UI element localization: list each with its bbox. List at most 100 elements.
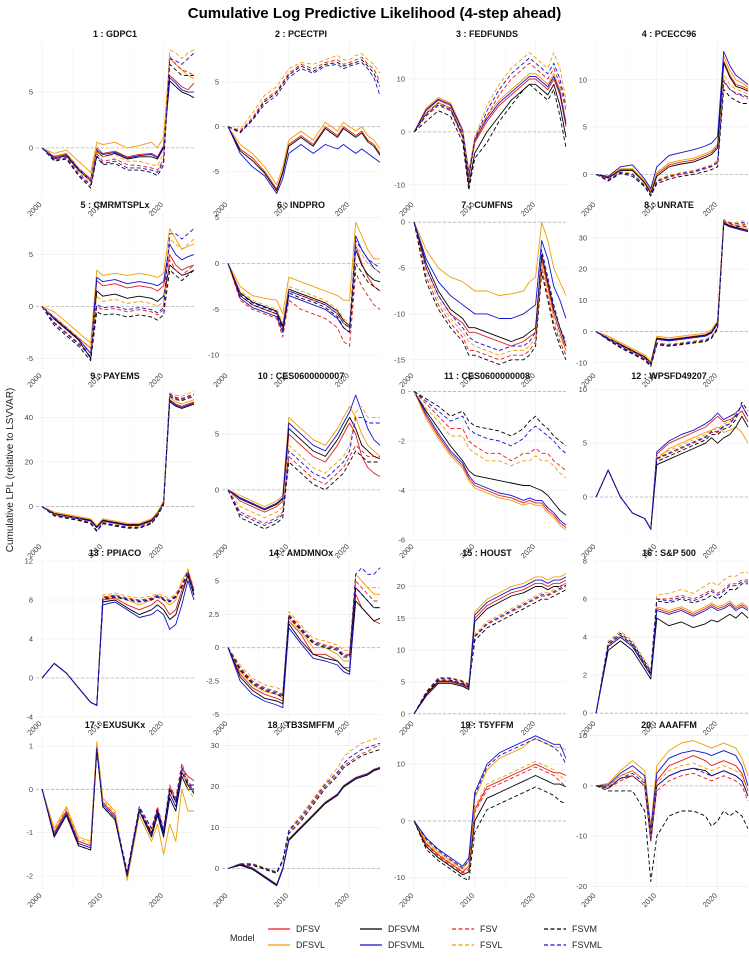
- y-tick-label: 5: [215, 430, 219, 439]
- panel-title: 20 : AAAFFM: [641, 720, 697, 730]
- series-line-dfsvml: [413, 576, 567, 715]
- chart-title: Cumulative Log Predictive Likelihood (4-…: [188, 5, 561, 22]
- series-line-fsvml: [41, 393, 195, 532]
- series-line-fsvl: [227, 573, 380, 691]
- panel-title: 3 : FEDFUNDS: [456, 29, 518, 39]
- y-tick-label: 8: [29, 596, 33, 605]
- y-tick-label: 15: [397, 614, 405, 623]
- panel-title: 6 : INDPRO: [277, 200, 325, 210]
- y-tick-label: 0: [401, 218, 405, 227]
- panel-title: 4 : PCECC96: [642, 29, 697, 39]
- y-tick-label: 5: [215, 78, 219, 87]
- series-line-dfsv: [227, 244, 381, 329]
- series-line-fsvml: [227, 567, 381, 697]
- y-tick-label: -4: [398, 486, 405, 495]
- series-line-dfsvl: [41, 570, 195, 706]
- panel-title: 7 : CUMFNS: [461, 200, 513, 210]
- series-line-fsvm: [227, 587, 380, 698]
- series-line-dfsvm: [41, 80, 195, 182]
- y-tick-label: 30: [211, 741, 219, 750]
- x-tick-label: 2010: [458, 891, 476, 909]
- panel-title: 18 : TB3SMFFM: [267, 720, 334, 730]
- series-line-dfsv: [595, 602, 749, 714]
- x-tick-label: 2020: [701, 542, 719, 560]
- series-line-dfsvm: [227, 768, 381, 887]
- series-line-dfsvm: [595, 415, 749, 530]
- y-tick-label: 0: [29, 674, 33, 683]
- series-line-fsvm: [595, 223, 749, 367]
- y-tick-label: 10: [579, 731, 587, 740]
- y-tick-label: 30: [579, 233, 587, 242]
- x-tick-label: 2020: [147, 719, 165, 737]
- y-tick-label: 10: [211, 823, 219, 832]
- series-line-fsvl: [41, 238, 195, 349]
- series-line-fsvl: [41, 390, 195, 531]
- series-line-dfsvm: [413, 582, 567, 715]
- x-tick-label: 2000: [211, 891, 229, 909]
- x-tick-label: 2000: [397, 542, 415, 560]
- series-line-fsv: [227, 444, 380, 524]
- series-line-fsvml: [41, 747, 195, 873]
- y-tick-label: 0: [583, 170, 587, 179]
- series-line-dfsv: [41, 74, 195, 180]
- y-tick-label: -5: [212, 167, 219, 176]
- series-line-fsvml: [595, 405, 749, 530]
- y-tick-label: -10: [576, 832, 587, 841]
- y-tick-label: 10: [397, 760, 405, 769]
- x-tick-label: 2020: [147, 891, 165, 909]
- y-tick-label: 40: [25, 413, 33, 422]
- series-line-dfsvl: [413, 573, 567, 715]
- y-tick-label: 6: [583, 595, 587, 604]
- series-line-fsv: [41, 570, 195, 706]
- panel-title: 14 : AMDMNOx: [269, 548, 333, 558]
- y-tick-label: 10: [579, 385, 587, 394]
- panel-title: 10 : CES0600000007: [258, 371, 345, 381]
- series-line-fsv: [413, 222, 567, 361]
- y-tick-label: 0: [401, 387, 405, 396]
- series-line-dfsvml: [41, 400, 195, 529]
- x-tick-label: 2020: [701, 200, 719, 218]
- series-line-dfsv: [413, 391, 567, 528]
- x-tick-label: 2000: [25, 719, 43, 737]
- x-tick-label: 2000: [25, 200, 43, 218]
- series-line-fsvml: [41, 228, 195, 357]
- series-line-fsvml: [413, 738, 567, 869]
- series-line-dfsvl: [227, 121, 381, 186]
- series-line-fsvm: [41, 63, 194, 189]
- y-tick-label: -6: [398, 536, 405, 545]
- series-line-dfsvml: [413, 391, 567, 526]
- panel-title: 19 : T5YFFM: [460, 720, 513, 730]
- series-line-fsvm: [413, 786, 567, 881]
- y-tick-label: 0: [215, 259, 219, 268]
- panel-19: -10 0 10 19 : T5YFFM 2000 2010 2020: [394, 720, 567, 909]
- panel-title: 11 : CES0600000008: [444, 371, 530, 381]
- series-line-fsvml: [413, 57, 567, 178]
- y-tick-label: 0: [29, 302, 33, 311]
- series-line-dfsvm: [595, 222, 749, 364]
- panel-title: 12 : WPSFD49207: [631, 371, 707, 381]
- series-line-dfsv: [41, 399, 195, 528]
- series-line-fsv: [413, 586, 567, 715]
- y-tick-label: -20: [576, 882, 587, 891]
- series-line-fsv: [596, 772, 749, 842]
- series-line-fsvl: [413, 52, 567, 175]
- y-tick-label: 0: [215, 485, 219, 494]
- series-line-fsv: [227, 744, 381, 874]
- series-line-dfsvl: [41, 58, 195, 173]
- panel-title: 2 : PCECTPI: [275, 29, 327, 39]
- series-line-fsvl: [41, 743, 195, 875]
- series-line-fsv: [413, 766, 567, 874]
- series-line-dfsvml: [41, 243, 195, 354]
- series-line-dfsvl: [227, 405, 381, 508]
- series-line-dfsv: [413, 222, 567, 351]
- series-line-dfsvml: [596, 750, 749, 832]
- series-line-dfsv: [41, 254, 195, 349]
- series-line-dfsvml: [227, 126, 381, 194]
- y-tick-label: 2: [583, 671, 587, 680]
